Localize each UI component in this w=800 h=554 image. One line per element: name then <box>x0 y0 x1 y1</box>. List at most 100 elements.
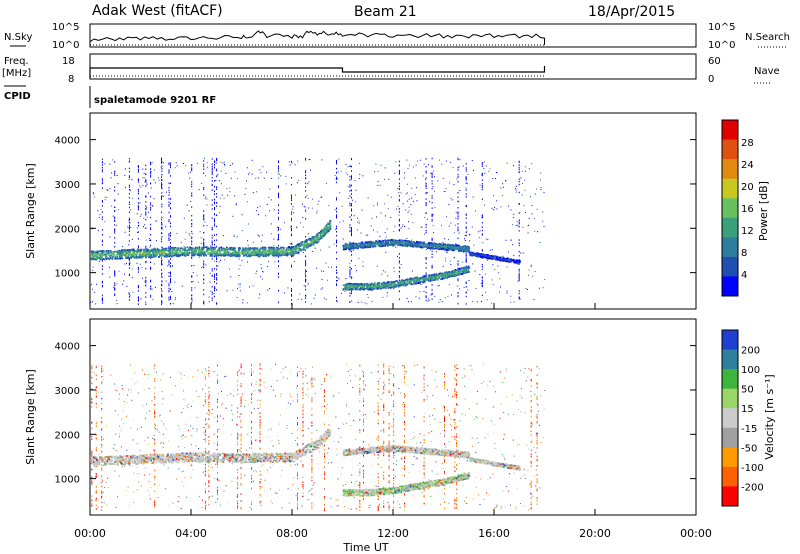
echo-point <box>206 250 208 252</box>
streak-point <box>114 282 116 284</box>
echo-point <box>267 249 269 252</box>
echo-point <box>342 244 345 247</box>
streak-point <box>216 265 218 267</box>
streak-point <box>191 287 193 289</box>
noise-point <box>484 273 486 275</box>
streak-point <box>305 210 307 212</box>
echo-point <box>457 248 460 250</box>
streak-point <box>481 172 483 175</box>
streak-point <box>114 199 116 201</box>
echo-point <box>376 241 379 244</box>
noise-point <box>459 190 461 191</box>
streak-point <box>457 302 459 305</box>
echo-point <box>468 248 471 250</box>
echo-point <box>96 257 98 259</box>
streak-point <box>398 279 400 281</box>
streak-point <box>191 195 193 197</box>
noise-point <box>106 196 108 198</box>
streak-point <box>465 252 467 254</box>
noise-point <box>223 163 225 165</box>
noise-point <box>139 215 141 217</box>
noise-point <box>258 297 260 299</box>
noise-point <box>506 162 508 164</box>
streak-point <box>278 165 279 167</box>
streak-point <box>351 227 352 229</box>
streak-point <box>431 266 433 268</box>
streak-point <box>351 290 352 292</box>
streak-point <box>150 228 152 231</box>
noise-point <box>208 296 210 298</box>
streak-point <box>518 191 520 194</box>
streak-point <box>457 157 459 160</box>
echo-point <box>427 244 430 247</box>
freq-label-line2: [MHz] <box>2 68 31 79</box>
echo-point <box>347 244 349 247</box>
echo-point <box>190 252 193 254</box>
echo-point <box>448 246 450 248</box>
echo-point <box>161 250 163 252</box>
streak-point <box>518 230 520 232</box>
streak-point <box>128 186 130 188</box>
echo-point <box>248 252 251 255</box>
noise-point <box>142 277 143 279</box>
streak-point <box>305 295 307 297</box>
noise-point <box>126 263 127 265</box>
streak-point <box>161 157 162 160</box>
noise-point <box>155 220 157 222</box>
noise-point <box>227 194 229 196</box>
noise-point <box>190 201 192 202</box>
noise-point <box>377 180 379 182</box>
noise-point <box>146 182 148 184</box>
echo-point <box>269 250 271 252</box>
noise-point <box>226 290 228 292</box>
echo-point <box>419 242 421 245</box>
noise-point <box>371 290 373 291</box>
streak-point <box>203 187 205 189</box>
echo-point <box>92 250 95 252</box>
echo-point <box>222 253 224 256</box>
echo-point <box>311 237 314 240</box>
echo-point <box>243 249 245 252</box>
streak-point <box>128 296 130 298</box>
streak-point <box>465 189 467 191</box>
nave-label: Nave <box>754 66 780 77</box>
echo-point <box>119 252 121 255</box>
noise-point <box>485 165 487 167</box>
noise-point <box>293 212 295 214</box>
echo-point <box>350 242 352 245</box>
noise-point <box>136 227 138 229</box>
streak-point <box>349 276 351 278</box>
echo-point <box>158 249 160 252</box>
noise-point <box>354 265 356 267</box>
streak-point <box>211 291 213 293</box>
streak-point <box>457 212 459 214</box>
noise-point <box>492 178 494 180</box>
streak-point <box>150 206 152 209</box>
echo-point <box>313 241 315 244</box>
noise-point <box>443 191 445 192</box>
echo-point <box>382 283 385 286</box>
echo-point <box>212 248 214 250</box>
echo-point <box>374 245 377 248</box>
streak-point <box>128 184 130 187</box>
echo-point <box>95 258 97 260</box>
echo-point <box>327 230 330 232</box>
echo-point <box>149 256 152 258</box>
noise-point <box>233 236 235 237</box>
echo-point <box>232 254 235 256</box>
streak-point <box>351 254 352 256</box>
noise-point <box>144 177 146 179</box>
echo-point <box>230 248 233 251</box>
streak-point <box>170 175 171 177</box>
noise-point <box>423 290 425 292</box>
streak-point <box>305 271 307 273</box>
streak-point <box>481 250 483 252</box>
echo-point <box>99 257 101 260</box>
echo-point <box>233 254 236 257</box>
echo-point <box>220 246 223 249</box>
streak-point <box>291 211 292 213</box>
echo-point <box>102 251 105 254</box>
noise-point <box>318 200 320 202</box>
noise-point <box>123 280 125 282</box>
streak-point <box>351 204 352 207</box>
